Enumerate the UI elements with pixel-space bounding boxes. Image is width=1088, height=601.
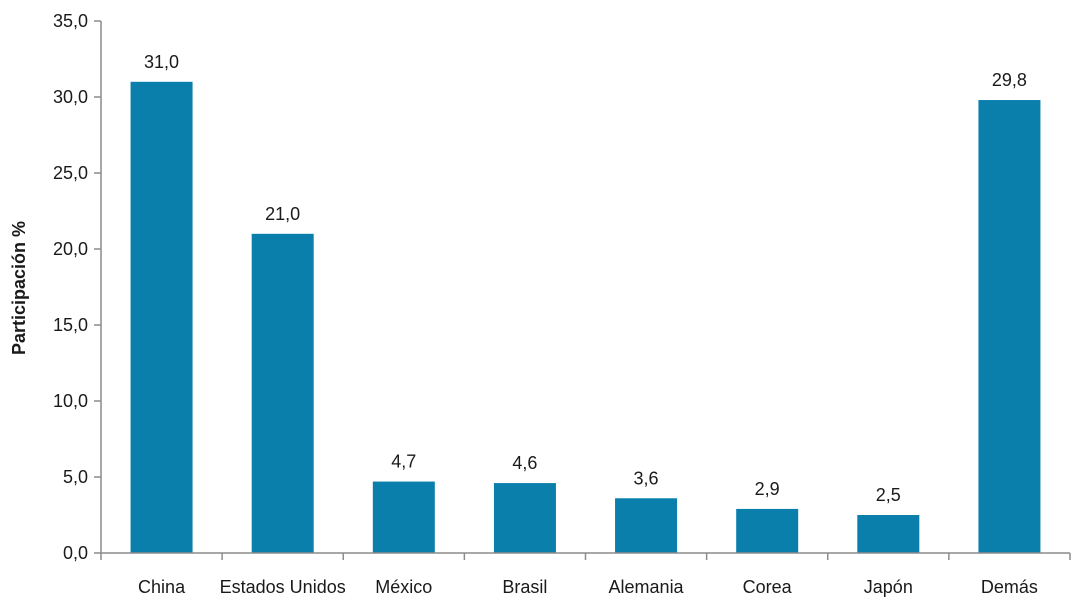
category-label: México (375, 577, 432, 597)
y-tick-label: 30,0 (53, 87, 88, 107)
category-label: Alemania (609, 577, 685, 597)
data-label: 31,0 (144, 52, 179, 72)
data-label: 4,7 (391, 452, 416, 472)
category-label: Brasil (502, 577, 547, 597)
y-tick-label: 0,0 (63, 543, 88, 563)
data-label: 2,9 (755, 479, 780, 499)
bar (857, 515, 920, 553)
data-label: 3,6 (634, 468, 659, 488)
data-labels: 31,0 21,0 4,7 4,6 3,6 2,9 2,5 29,8 (144, 52, 1027, 505)
y-tick-label: 20,0 (53, 239, 88, 259)
y-tick-label: 15,0 (53, 315, 88, 335)
data-label: 21,0 (265, 204, 300, 224)
bar (372, 481, 435, 553)
y-tick-label: 25,0 (53, 163, 88, 183)
category-label: Japón (864, 577, 913, 597)
bar (493, 483, 556, 553)
x-axis-ticks (100, 553, 1071, 560)
y-axis-title: Participación % (9, 221, 29, 355)
data-label: 29,8 (992, 70, 1027, 90)
bar (251, 233, 314, 554)
category-label: Corea (743, 577, 793, 597)
bar (736, 508, 799, 553)
category-label: Estados Unidos (220, 577, 346, 597)
y-tick-label: 35,0 (53, 11, 88, 31)
y-axis-ticks: 0,0 5,0 10,0 15,0 20,0 25,0 30,0 35,0 (53, 11, 101, 563)
bar (978, 100, 1041, 553)
category-labels: China Estados Unidos México Brasil Alemania C… (138, 577, 1038, 597)
data-label: 4,6 (512, 453, 537, 473)
bar (130, 81, 193, 554)
bar (615, 498, 678, 553)
y-tick-label: 10,0 (53, 391, 88, 411)
category-label: China (138, 577, 186, 597)
data-label: 2,5 (876, 485, 901, 505)
y-tick-label: 5,0 (63, 467, 88, 487)
category-label: Demás (981, 577, 1038, 597)
bars (130, 81, 1041, 554)
